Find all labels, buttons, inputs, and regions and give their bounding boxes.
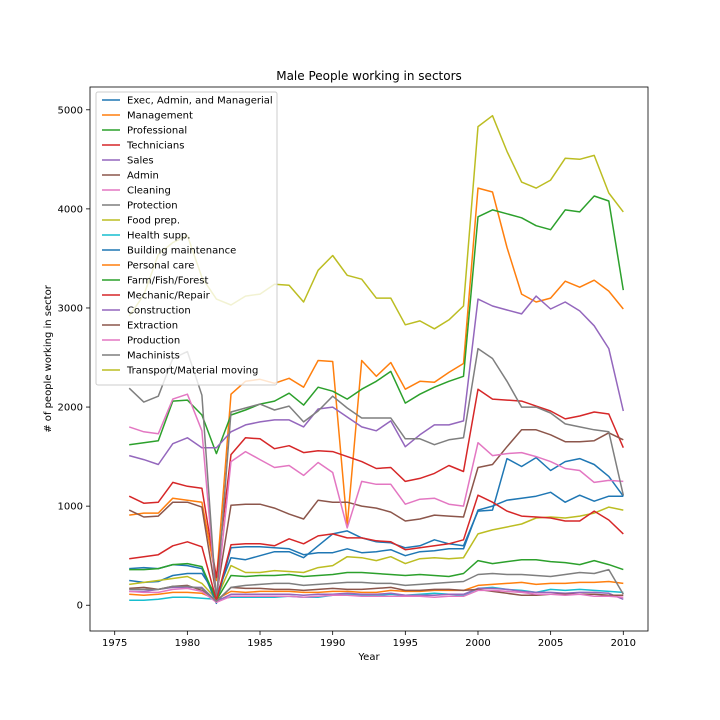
series-line-5 [128, 429, 624, 598]
x-tick-label: 1980 [175, 638, 200, 649]
legend-entry-3: Technicians [126, 141, 184, 152]
series-line-13 [129, 494, 624, 602]
legend-entry-2: Professional [127, 126, 187, 137]
x-tick-label: 1975 [102, 638, 127, 649]
legend-entry-11: Personal care [127, 261, 194, 272]
y-tick-label: 1000 [58, 502, 83, 513]
legend-entry-17: Machinists [127, 351, 180, 362]
x-tick-label: 1990 [320, 638, 345, 649]
legend-entry-18: Transport/Material moving [126, 366, 258, 377]
series-line-0 [129, 456, 624, 597]
legend-entry-14: Construction [127, 306, 191, 317]
y-tick-label: 4000 [58, 204, 83, 215]
legend-entry-9: Health supp. [127, 231, 190, 242]
chart-title: Male People working in sectors [276, 69, 462, 83]
series-layer [128, 114, 625, 605]
legend-entry-5: Admin [127, 171, 159, 182]
legend-entry-10: Building maintenance [127, 246, 236, 257]
x-tick-label: 2005 [538, 638, 563, 649]
legend: Exec, Admin, and Managerial Management Pro… [95, 91, 278, 386]
legend-entry-13: Mechanic/Repair [127, 291, 211, 302]
legend-entry-15: Extraction [127, 321, 178, 332]
y-tick-label: 5000 [58, 105, 83, 116]
x-tick-label: 2010 [611, 638, 636, 649]
y-axis: 0 1000 2000 3000 4000 5000 [58, 105, 90, 612]
series-line-7 [128, 347, 625, 602]
legend-box [95, 91, 278, 386]
legend-entry-16: Production [127, 336, 180, 347]
series-line-2 [129, 195, 625, 455]
legend-entry-1: Management [127, 111, 193, 122]
x-tick-label: 1995 [393, 638, 418, 649]
legend-entry-0: Exec, Admin, and Managerial [127, 96, 273, 107]
series-line-10 [129, 491, 624, 605]
legend-entry-7: Protection [127, 201, 178, 212]
x-axis: 1975 1980 1985 1990 1995 2000 2005 2010 [102, 631, 636, 649]
series-line-6 [128, 393, 624, 602]
series-line-16 [129, 587, 624, 604]
x-tick-label: 1985 [247, 638, 272, 649]
legend-entry-8: Food prep. [127, 216, 180, 227]
x-axis-label: Year [357, 652, 380, 663]
plot-frame [89, 86, 649, 632]
y-tick-label: 3000 [58, 303, 83, 314]
legend-entry-6: Cleaning [127, 186, 171, 197]
series-line-12 [129, 558, 624, 602]
legend-entry-12: Farm/Fish/Forest [127, 276, 208, 287]
y-tick-label: 0 [77, 601, 83, 612]
legend-entry-4: Sales [127, 156, 154, 167]
y-tick-label: 2000 [58, 403, 83, 414]
series-line-4 [129, 295, 625, 466]
x-tick-label: 2000 [465, 638, 490, 649]
y-axis-label: # of people working in sector [43, 284, 54, 432]
series-line-17 [129, 568, 624, 603]
